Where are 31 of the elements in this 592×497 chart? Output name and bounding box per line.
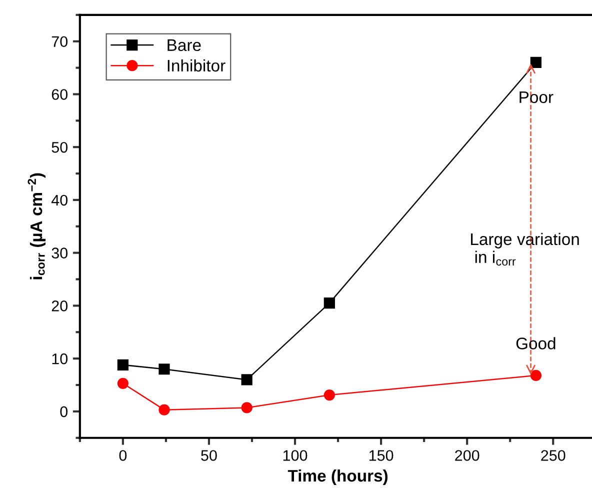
point: [241, 402, 252, 414]
x-tick-label: 0: [119, 450, 127, 461]
x-tick-label: 150: [369, 450, 394, 461]
y-tick-label: 20: [52, 300, 68, 312]
y-tick-label: 10: [52, 353, 68, 364]
legend-label: Bare: [168, 39, 201, 52]
y-tick-label: 40: [51, 194, 68, 206]
x-axis-title: Time (hours): [288, 469, 388, 485]
y-axis-title: i$_{corr}$ (µA cm$^{−2}$): [28, 173, 46, 280]
point: [158, 364, 170, 375]
y-tick-label: 70: [52, 36, 68, 48]
point: [158, 404, 170, 416]
annotation: Large variation in i$_{corr}$: [471, 232, 579, 266]
y-tick-label: 0: [60, 406, 68, 418]
point: [324, 389, 335, 401]
legend-label: Inhibitor: [168, 59, 226, 72]
x-tick-label: 200: [455, 450, 480, 461]
x-tick-label: 50: [201, 450, 217, 461]
y-tick-label: 60: [52, 89, 68, 100]
point: [241, 374, 252, 386]
annotation: Good: [516, 337, 556, 350]
point: [117, 378, 128, 389]
x-tick-label: 250: [541, 450, 566, 461]
point: [530, 56, 542, 68]
annotation: Poor: [520, 91, 554, 104]
point: [324, 297, 335, 309]
point: [117, 359, 128, 370]
x-tick-label: 100: [283, 450, 308, 461]
point: [530, 370, 542, 382]
y-tick-label: 50: [52, 142, 68, 153]
y-tick-label: 30: [52, 248, 68, 259]
